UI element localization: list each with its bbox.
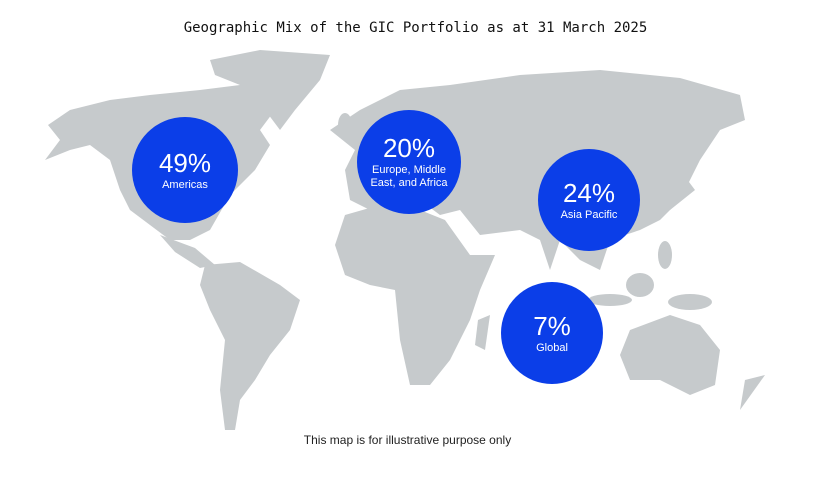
region-share: 7% — [533, 310, 571, 341]
region-bubble: 20% Europe, Middle East, and Africa — [357, 110, 461, 214]
region-name: Global — [536, 341, 568, 354]
australia — [620, 315, 720, 395]
region-name: Asia Pacific — [560, 208, 618, 221]
region-share: 20% — [382, 133, 436, 163]
madagascar — [475, 315, 490, 350]
new-guinea — [668, 294, 712, 310]
south-america — [200, 262, 300, 430]
central-america — [160, 235, 215, 268]
africa — [335, 205, 495, 385]
greenland — [210, 50, 330, 130]
philippines — [658, 241, 672, 269]
region-share: 24% — [562, 177, 616, 208]
region-bubble: 49% Americas — [132, 117, 238, 223]
title: Geographic Mix of the GIC Portfolio as a… — [183, 20, 648, 36]
region-share: 49% — [158, 147, 212, 178]
indonesia — [588, 294, 632, 306]
region-bubble: 24% Asia Pacific — [538, 149, 640, 251]
region-name: Americas — [162, 178, 208, 191]
borneo — [626, 273, 654, 297]
region-name: Europe, Middle East, and Africa — [370, 164, 448, 189]
region-bubble: 7% Global — [501, 282, 603, 384]
japan — [670, 170, 695, 210]
new-zealand — [740, 375, 765, 410]
uk — [338, 113, 352, 137]
footnote: This map is for illustrative purpose onl… — [303, 433, 512, 447]
